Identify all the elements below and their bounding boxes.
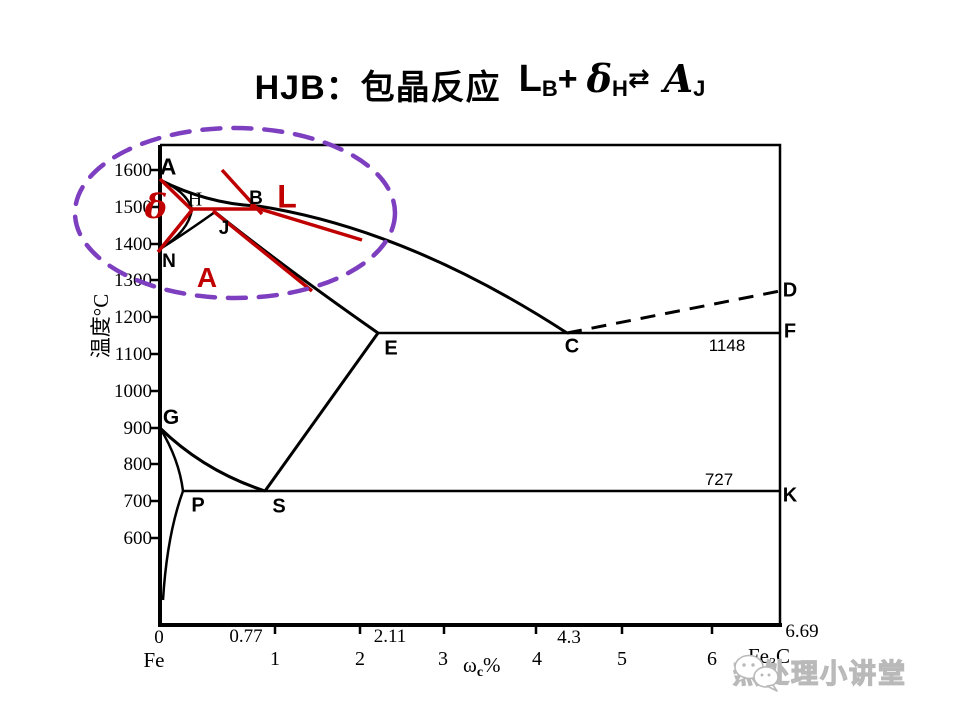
y-tick-1300: 1300 bbox=[114, 270, 152, 291]
eutectoid-temp-label: 727 bbox=[704, 470, 734, 489]
curve-GP bbox=[158, 427, 185, 492]
phase-label-delta: δ bbox=[144, 187, 168, 227]
title-A: A bbox=[663, 56, 694, 101]
x-tick-3: 3 bbox=[438, 648, 448, 670]
slide-title: HJB：包晶反应 L B + δ H ⇄ A J bbox=[0, 60, 960, 109]
point-label-E: E bbox=[384, 337, 398, 360]
x-label-6.69: 6.69 bbox=[785, 621, 819, 642]
point-label-S: S bbox=[272, 495, 286, 518]
y-tick-800: 800 bbox=[123, 454, 153, 475]
title-delta-sub: H bbox=[611, 76, 628, 101]
x-tick-5: 5 bbox=[617, 648, 627, 670]
x-tick-marks bbox=[273, 625, 714, 634]
equilibrium-arrows-icon: ⇄ bbox=[627, 64, 650, 94]
title-plus: + bbox=[557, 60, 579, 98]
point-label-J: J bbox=[218, 218, 230, 239]
title-A-sub: J bbox=[693, 76, 706, 101]
fe3c-sub: 3 bbox=[769, 656, 776, 671]
point-label-G: G bbox=[162, 406, 180, 429]
omega-sub: c bbox=[476, 665, 484, 680]
eutectic-temp-label: 1148 bbox=[708, 336, 746, 355]
plot-frame-top-right bbox=[160, 143, 782, 625]
curve-GS bbox=[158, 426, 266, 493]
y-tick-600: 600 bbox=[123, 528, 153, 549]
point-label-P: P bbox=[191, 494, 205, 517]
phase-label-liquid: L bbox=[277, 178, 297, 215]
curve-SE bbox=[263, 332, 380, 492]
curve-liquidus-CD-dashed bbox=[566, 289, 781, 335]
curve-liquidus-BC bbox=[257, 204, 568, 335]
point-label-A: A bbox=[159, 153, 177, 180]
y-tick-1100: 1100 bbox=[114, 344, 152, 365]
x-tick-4: 4 bbox=[532, 648, 542, 670]
title-delta: δ bbox=[586, 56, 612, 101]
point-label-N: N bbox=[162, 251, 176, 272]
title-L-sub: B bbox=[541, 76, 558, 101]
x-label-Fe: Fe bbox=[143, 648, 165, 672]
y-tick-1600: 1600 bbox=[114, 160, 152, 181]
point-label-B: B bbox=[249, 188, 263, 209]
x-tick-1: 1 bbox=[270, 648, 280, 670]
omega-base: ω bbox=[463, 653, 477, 677]
fe3c-rest: C bbox=[776, 644, 791, 668]
x-tick-6: 6 bbox=[707, 648, 717, 670]
y-tick-1400: 1400 bbox=[114, 234, 152, 255]
point-label-H: H bbox=[187, 188, 203, 211]
point-label-F: F bbox=[783, 320, 797, 343]
curve-PQ bbox=[161, 490, 185, 601]
x-label-4.3: 4.3 bbox=[557, 627, 581, 648]
watermark: 热处理小讲堂 bbox=[732, 652, 907, 692]
y-tick-1500: 1500 bbox=[114, 197, 152, 218]
title-prefix: HJB：包晶反应 bbox=[254, 69, 501, 107]
red-line-B-liquidus-tangent bbox=[249, 204, 363, 242]
omega-rest: % bbox=[483, 653, 501, 677]
x-label-0.77: 0.77 bbox=[229, 626, 263, 647]
x-axis-title: ωc% bbox=[463, 653, 501, 681]
x-tick-2: 2 bbox=[355, 648, 365, 670]
phase-label-austenite: A bbox=[196, 262, 218, 293]
title-L: L bbox=[518, 58, 542, 100]
y-tick-1000: 1000 bbox=[114, 381, 152, 402]
x-label-0: 0 bbox=[154, 627, 164, 648]
point-label-C: C bbox=[564, 335, 580, 358]
x-label-2.11: 2.11 bbox=[373, 626, 407, 647]
y-tick-1200: 1200 bbox=[114, 307, 152, 328]
point-label-K: K bbox=[782, 484, 798, 507]
y-tick-900: 900 bbox=[123, 418, 153, 439]
y-tick-700: 700 bbox=[123, 491, 153, 512]
wechat-bubbles-icon bbox=[734, 654, 779, 692]
point-label-D: D bbox=[782, 279, 798, 302]
